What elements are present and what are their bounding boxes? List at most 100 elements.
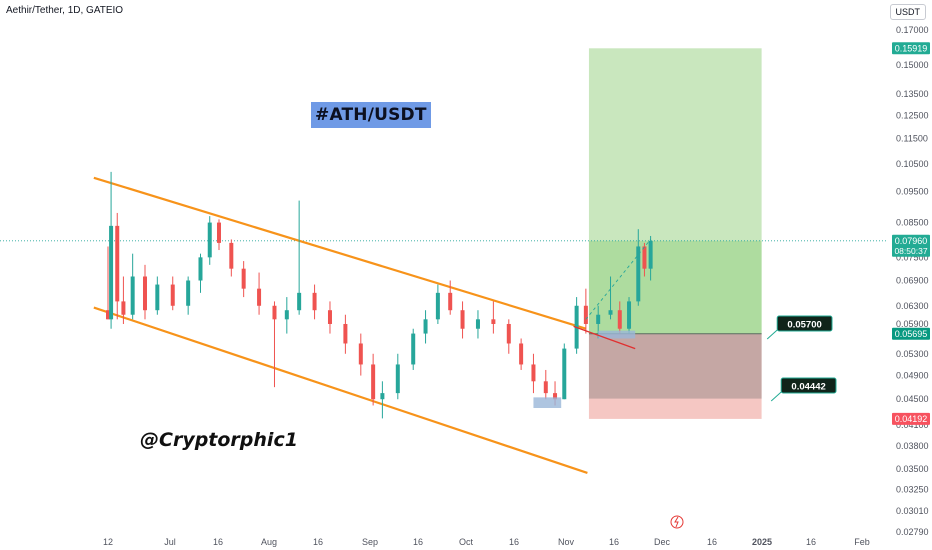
candle [343, 314, 348, 354]
candle-body [170, 284, 175, 306]
time-tick-label: 16 [609, 537, 619, 547]
symbol-header: Aethir/Tether, 1D, GATEIO [6, 5, 124, 16]
candle-body [648, 240, 653, 269]
candle-body [491, 319, 496, 324]
price-tick-label: 0.03500 [896, 464, 929, 474]
candle [241, 261, 246, 298]
candle-body [519, 343, 524, 365]
event-flag-icon[interactable] [670, 515, 684, 529]
candle [380, 381, 385, 419]
callout-high[interactable]: 0.05700 [766, 315, 833, 340]
candle-body [186, 280, 191, 306]
target-price-badge-bg [892, 42, 930, 55]
candle [121, 276, 126, 324]
price-tick-label: 0.07500 [896, 252, 929, 262]
channel-lower-line[interactable] [93, 306, 588, 474]
callout-low-text: 0.04442 [791, 381, 825, 392]
time-tick-label: 16 [213, 537, 223, 547]
candle [627, 297, 632, 334]
candle-body [562, 348, 567, 400]
candle [608, 276, 613, 320]
retest-box [598, 330, 636, 339]
candle-body [627, 301, 632, 329]
price-tick-label: 0.04900 [896, 371, 929, 381]
candle [636, 229, 641, 306]
price-tick-label: 0.03800 [896, 441, 929, 451]
price-tick-label: 0.06900 [896, 275, 929, 285]
candle-body [506, 323, 511, 344]
candle [642, 242, 647, 277]
candle [531, 353, 536, 394]
candle-body [371, 364, 376, 400]
event-flag-bolt [674, 516, 679, 528]
target-price-badge[interactable]: 0.15919 [892, 42, 930, 55]
price-tick-label: 0.17000 [896, 25, 929, 35]
candle [562, 343, 567, 400]
time-tick-label: 12 [103, 537, 113, 547]
candle [207, 216, 212, 265]
candle-body [284, 310, 289, 320]
candle [358, 333, 363, 376]
stop-price-badge-bg [892, 412, 930, 425]
candle-body [642, 246, 647, 269]
entry-price-badge[interactable]: 0.05695 [892, 327, 930, 340]
candle-body [207, 222, 212, 258]
candle [272, 301, 277, 388]
candle [115, 212, 120, 320]
candle-body [327, 310, 332, 324]
chart-title-badge: #ATH/USDT [311, 102, 431, 128]
candle-body [460, 310, 465, 329]
price-axis: 0.17000 0.15000 0.13500 0.12500 0.11500 0.105… [888, 0, 932, 550]
candle [491, 301, 496, 334]
projection-line [585, 239, 651, 320]
currency-unit-label[interactable]: USDT [889, 4, 926, 20]
candle-body [395, 364, 400, 394]
callout-high-pointer [766, 329, 778, 340]
candle-body [257, 288, 262, 306]
price-axis-bg [888, 0, 932, 550]
price-tick-label: 0.04500 [896, 394, 929, 404]
channel-upper-line[interactable] [93, 176, 587, 330]
support-box [533, 397, 562, 409]
candle-body [553, 393, 558, 400]
time-tick-label: Nov [558, 537, 575, 547]
candle [297, 200, 302, 315]
candle [371, 353, 376, 406]
candle [170, 276, 175, 311]
candle [198, 253, 203, 293]
candle-body [475, 319, 480, 329]
entry-price-badge-text: 0.05695 [895, 329, 928, 339]
time-tick-label: Oct [459, 537, 474, 547]
callout-low[interactable]: 0.04442 [770, 377, 837, 402]
time-tick-label: 16 [313, 537, 323, 547]
candle-body [142, 276, 147, 311]
candle-body [106, 310, 110, 320]
candle [411, 328, 416, 370]
candle [106, 246, 110, 320]
price-tick-label: 0.03010 [896, 506, 929, 516]
candle [395, 353, 400, 400]
candle-body [241, 268, 246, 289]
time-tick-label: Feb [854, 537, 870, 547]
candle [423, 310, 428, 344]
price-tick-label: 0.05900 [896, 319, 929, 329]
stop-price-badge[interactable]: 0.04192 [892, 412, 930, 425]
price-tick-label: 0.09500 [896, 187, 929, 197]
chart-overlays: 0.05700 0.04442 [533, 239, 837, 409]
candle-body [130, 276, 135, 315]
callout-high-text: 0.05700 [787, 319, 821, 330]
price-tick-label: 0.08500 [896, 218, 929, 228]
candle [543, 369, 548, 400]
price-tick-label: 0.06300 [896, 301, 929, 311]
candle-body [435, 292, 440, 320]
candle [216, 219, 221, 251]
candle-body [543, 381, 548, 394]
stop-price-badge-text: 0.04192 [895, 414, 928, 424]
candle-body [229, 242, 234, 269]
candlestick-series [106, 171, 653, 419]
candle-body [636, 246, 641, 302]
profit-fill-zone [588, 240, 762, 334]
candle [435, 284, 440, 324]
